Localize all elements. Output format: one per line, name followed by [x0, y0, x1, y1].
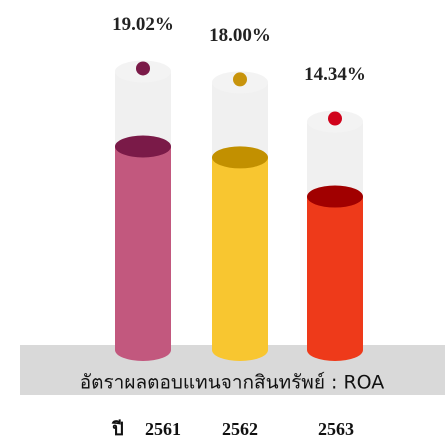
value-label: 18.00% — [209, 25, 271, 46]
bar — [115, 146, 171, 350]
bar-top — [212, 146, 268, 169]
bar — [307, 196, 363, 350]
x-tick-label: 2561 — [145, 419, 181, 439]
value-label: 19.02% — [112, 14, 174, 35]
bar-top — [115, 135, 171, 158]
x-axis-label: ปี — [111, 419, 124, 439]
bar — [212, 157, 268, 350]
chart-title: อัตราผลตอบแทนจากสินทรัพย์ : ROA — [80, 372, 385, 394]
bar-top — [307, 185, 363, 208]
dot — [233, 72, 247, 87]
dot — [136, 61, 150, 76]
dot — [328, 111, 342, 126]
x-tick-label: 2563 — [318, 419, 354, 439]
x-tick-label: 2562 — [222, 419, 258, 439]
value-label: 14.34% — [304, 64, 366, 85]
